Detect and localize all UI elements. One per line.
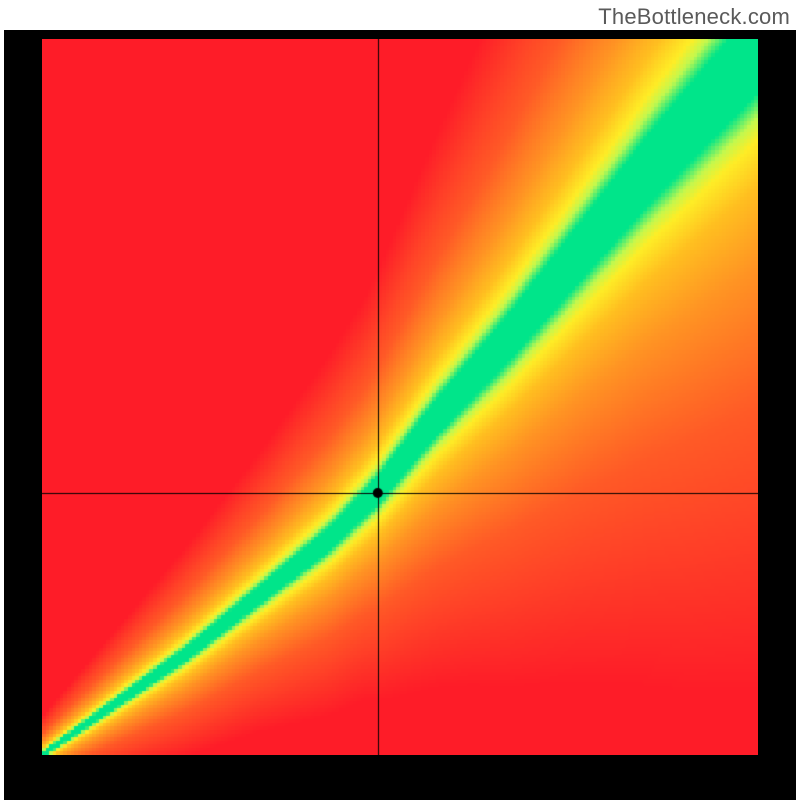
crosshair-overlay (42, 39, 758, 755)
watermark-text: TheBottleneck.com (598, 4, 790, 30)
chart-container: TheBottleneck.com (0, 0, 800, 800)
